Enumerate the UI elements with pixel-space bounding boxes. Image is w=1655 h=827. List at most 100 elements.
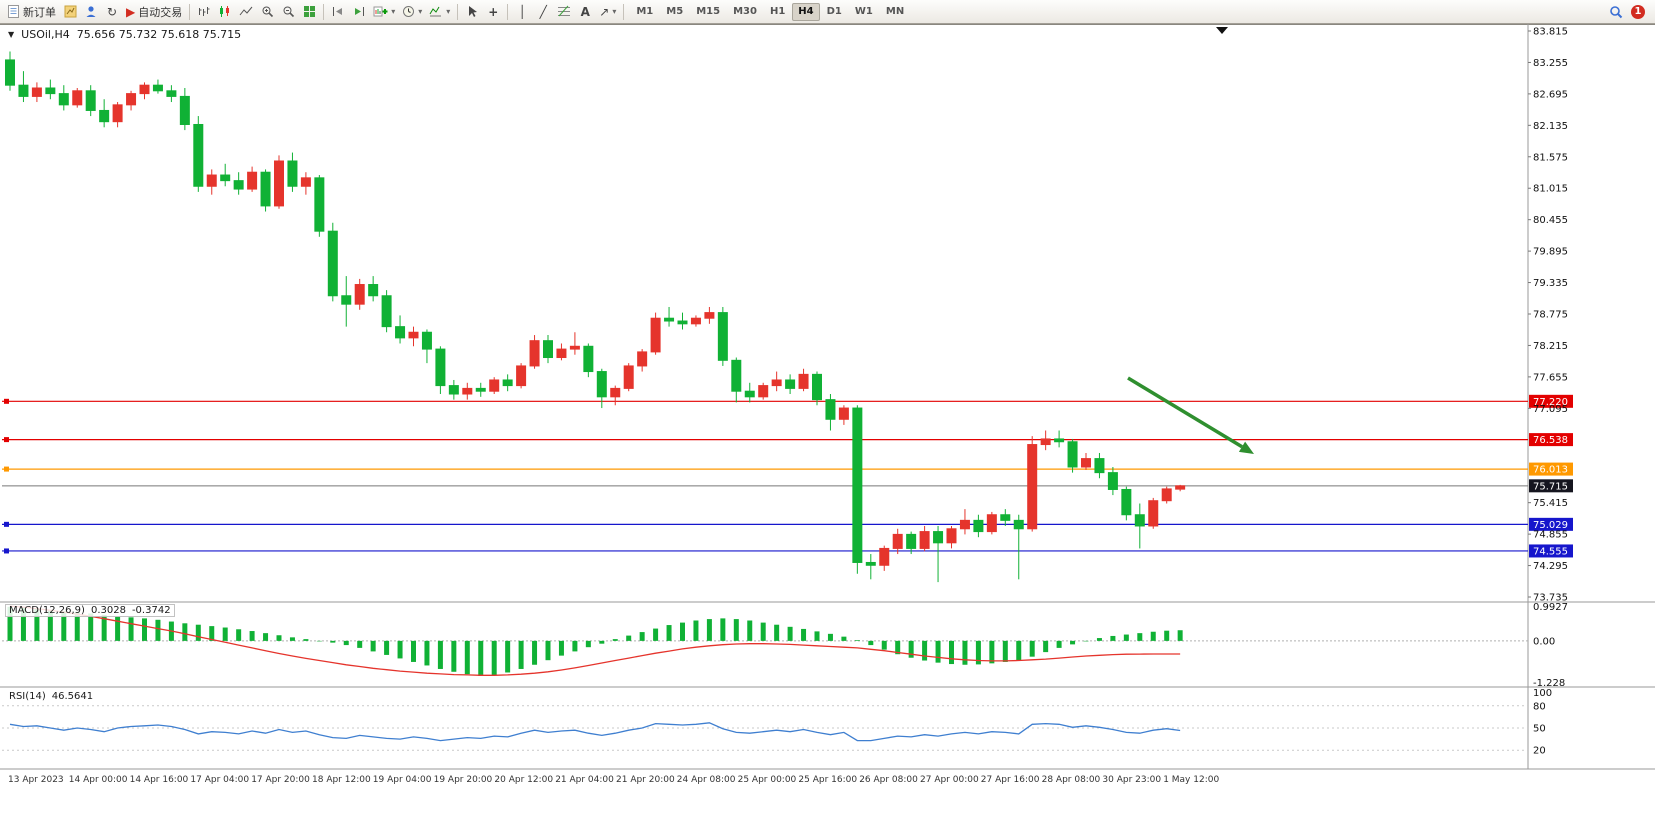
svg-text:14 Apr 00:00: 14 Apr 00:00 — [69, 775, 128, 785]
timeframe-H1[interactable]: H1 — [769, 6, 786, 17]
arrow-tool-icon: ↗ — [599, 4, 610, 19]
fibonacci-button[interactable] — [554, 2, 574, 22]
crosshair-icon: + — [488, 4, 499, 19]
svg-text:50: 50 — [1533, 724, 1546, 735]
svg-text:83.815: 83.815 — [1533, 27, 1568, 38]
svg-text:14 Apr 16:00: 14 Apr 16:00 — [130, 775, 189, 785]
hline-76.013[interactable]: 76.013 — [2, 462, 1573, 476]
vertical-line-icon: │ — [518, 4, 526, 19]
horizontal-lines[interactable]: 77.220 76.538 76.013 75.029 74.555 75.715 — [2, 394, 1573, 558]
cursor-button[interactable] — [462, 2, 482, 22]
svg-text:0.9927: 0.9927 — [1533, 602, 1568, 613]
notification-badge[interactable]: 1 — [1631, 4, 1645, 19]
zoom-in-button[interactable] — [257, 2, 277, 22]
new-order-button[interactable]: 新订单 — [4, 2, 59, 22]
trend-arrow-annotation[interactable] — [1127, 376, 1254, 454]
candlestick-chart-icon — [218, 5, 232, 18]
new-chart-button[interactable]: ▾ — [370, 2, 398, 22]
indicators-button[interactable]: ▾ — [426, 2, 453, 22]
macd-signal-value: -0.3742 — [131, 605, 171, 616]
svg-text:73.735: 73.735 — [1533, 593, 1568, 604]
chevron-down-icon: ▾ — [391, 7, 396, 16]
tile-windows-button[interactable] — [299, 2, 319, 22]
autotrading-button[interactable]: ▶ 自动交易 — [123, 2, 185, 22]
scroll-to-end-button[interactable] — [328, 2, 348, 22]
price-chart-svg[interactable]: 77.22076.53876.01375.02974.55575.71583.8… — [0, 24, 1655, 827]
line-chart-button[interactable] — [236, 2, 256, 22]
price-scale[interactable]: 83.815 83.255 82.695 82.135 81.575 81.015 80.4… — [1528, 27, 1568, 604]
periods-button[interactable]: ▾ — [399, 2, 425, 22]
tile-windows-icon — [303, 5, 316, 18]
autotrading-icon: ▶ — [126, 4, 136, 19]
macd-indicator-label: MACD(12,26,9) 0.3028 -0.3742 — [5, 604, 175, 617]
toolbar-separator — [323, 3, 325, 20]
svg-text:21 Apr 20:00: 21 Apr 20:00 — [616, 775, 675, 785]
auto-scroll-button[interactable] — [349, 2, 369, 22]
svg-text:26 Apr 08:00: 26 Apr 08:00 — [859, 775, 918, 785]
svg-text:18 Apr 12:00: 18 Apr 12:00 — [312, 775, 371, 785]
bar-chart-button[interactable] — [194, 2, 214, 22]
timeframe-bar: M1 M5 M15 M30 H1 H4 D1 W1 MN — [630, 2, 910, 21]
timeframe-M5[interactable]: M5 — [666, 6, 684, 17]
trendline-button[interactable]: ╱ — [533, 2, 553, 22]
svg-text:1 May 12:00: 1 May 12:00 — [1163, 775, 1219, 785]
hline-76.538[interactable]: 76.538 — [2, 433, 1573, 447]
refresh-button[interactable]: ↻ — [102, 2, 122, 22]
toolbar-separator — [507, 3, 509, 20]
vertical-line-button[interactable]: │ — [512, 2, 532, 22]
arrows-tool-button[interactable]: ↗ ▾ — [596, 2, 619, 22]
timeframe-M30[interactable]: M30 — [733, 6, 757, 17]
market-watch-button[interactable] — [60, 2, 80, 22]
chevron-down-icon: ▾ — [446, 7, 451, 16]
symbol-dropdown-icon[interactable]: ▼ — [8, 30, 15, 39]
svg-text:74.855: 74.855 — [1533, 530, 1568, 541]
svg-text:79.895: 79.895 — [1533, 247, 1568, 258]
scroll-marker-icon — [1216, 27, 1228, 34]
clock-icon — [402, 5, 415, 18]
timeframe-H4[interactable]: H4 — [792, 2, 820, 21]
symbol-title: USOil,H4 — [21, 28, 70, 41]
chart-header: ▼ USOil,H4 75.656 75.732 75.618 75.715 — [8, 28, 241, 41]
timeframe-W1[interactable]: W1 — [854, 6, 873, 17]
price-label-box — [1529, 433, 1573, 447]
toolbar-separator — [189, 3, 191, 20]
toolbar-separator — [623, 3, 625, 20]
timeframe-M1[interactable]: M1 — [636, 6, 654, 17]
candlestick-chart-button[interactable] — [215, 2, 235, 22]
crosshair-button[interactable]: + — [483, 2, 503, 22]
svg-text:27 Apr 16:00: 27 Apr 16:00 — [981, 775, 1040, 785]
hline-75.029[interactable]: 75.029 — [2, 517, 1573, 531]
svg-text:74.555: 74.555 — [1533, 546, 1568, 557]
new-order-label: 新订单 — [23, 5, 56, 19]
price-label-box — [1529, 479, 1573, 493]
svg-text:-1.228: -1.228 — [1533, 678, 1565, 689]
candles — [5, 51, 1186, 583]
zoom-out-button[interactable] — [278, 2, 298, 22]
line-chart-icon — [239, 5, 253, 18]
svg-text:19 Apr 04:00: 19 Apr 04:00 — [373, 775, 432, 785]
zoom-in-icon — [261, 5, 274, 18]
svg-text:81.015: 81.015 — [1533, 184, 1568, 195]
rsi-indicator-label: RSI(14) 46.5641 — [5, 690, 98, 703]
svg-text:77.095: 77.095 — [1533, 404, 1568, 415]
chart-window: 77.220 76.538 76.013 75.029 74.555 75.715 83.8… — [0, 24, 1655, 827]
svg-text:27 Apr 00:00: 27 Apr 00:00 — [920, 775, 979, 785]
timeframe-D1[interactable]: D1 — [826, 6, 842, 17]
timeframe-MN[interactable]: MN — [885, 6, 905, 17]
text-tool-button[interactable]: A — [575, 2, 595, 22]
svg-text:76.013: 76.013 — [1533, 465, 1568, 476]
timeframe-M15[interactable]: M15 — [696, 6, 721, 17]
cursor-icon — [466, 5, 478, 18]
price-label-box — [1529, 517, 1573, 531]
svg-text:100: 100 — [1533, 688, 1552, 699]
text-tool-icon: A — [580, 4, 590, 19]
bar-chart-icon — [197, 5, 211, 18]
hline-74.555[interactable]: 74.555 — [2, 544, 1573, 558]
hline-77.220[interactable]: 77.220 — [2, 394, 1573, 408]
svg-text:79.335: 79.335 — [1533, 278, 1568, 289]
time-axis[interactable]: 13 Apr 2023 14 Apr 00:00 14 Apr 16:00 17 Ap… — [8, 775, 1219, 785]
rsi-name: RSI(14) — [9, 691, 46, 702]
profiles-button[interactable] — [81, 2, 101, 22]
search-button[interactable] — [1606, 2, 1626, 22]
new-order-icon — [7, 5, 20, 18]
